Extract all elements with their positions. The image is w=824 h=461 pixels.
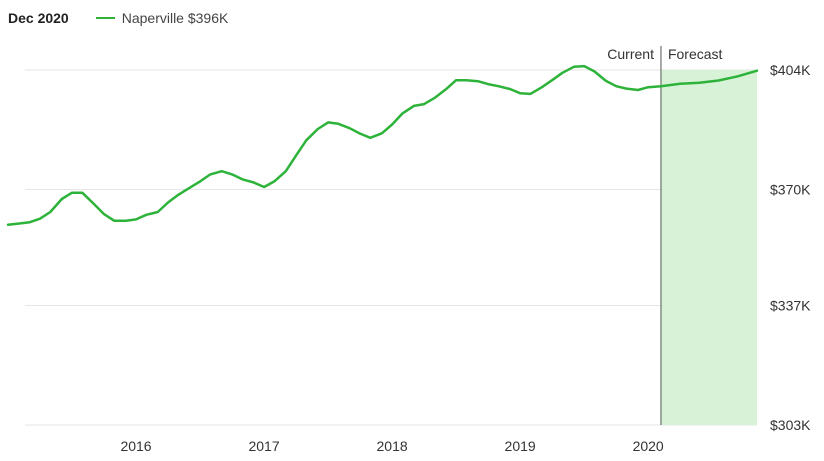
chart-header: Dec 2020 Naperville $396K <box>8 8 228 28</box>
current-label: Current <box>607 46 654 62</box>
x-tick-label: 2019 <box>505 438 536 454</box>
legend-line-swatch <box>95 17 115 19</box>
legend-label: Naperville $396K <box>121 10 229 26</box>
forecast-region <box>660 70 757 425</box>
forecast-label: Forecast <box>668 46 723 62</box>
series-line-naperville[interactable] <box>6 64 759 226</box>
y-tick-label: $370K <box>770 182 811 198</box>
x-tick-label: 2016 <box>120 438 151 454</box>
x-tick-label: 2018 <box>377 438 408 454</box>
legend[interactable]: Naperville $396K <box>95 10 229 26</box>
y-tick-label: $337K <box>770 297 811 313</box>
y-tick-label: $404K <box>770 62 811 78</box>
y-axis: $404K $370K $337K $303K <box>770 62 811 433</box>
x-axis: 2016 2017 2018 2019 2020 <box>120 438 663 454</box>
y-tick-label: $303K <box>770 417 811 433</box>
date-label: Dec 2020 <box>8 10 69 26</box>
x-tick-label: 2017 <box>248 438 279 454</box>
x-tick-label: 2020 <box>633 438 664 454</box>
series-layer <box>6 64 759 226</box>
grid <box>25 69 757 426</box>
